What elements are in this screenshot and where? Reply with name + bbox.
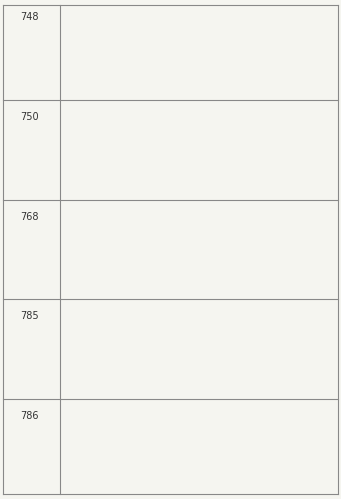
Text: 750: 750 <box>20 112 39 122</box>
Text: 748: 748 <box>20 12 39 22</box>
Text: 768: 768 <box>20 212 39 222</box>
Text: 785: 785 <box>20 311 39 321</box>
Text: 786: 786 <box>20 411 39 421</box>
